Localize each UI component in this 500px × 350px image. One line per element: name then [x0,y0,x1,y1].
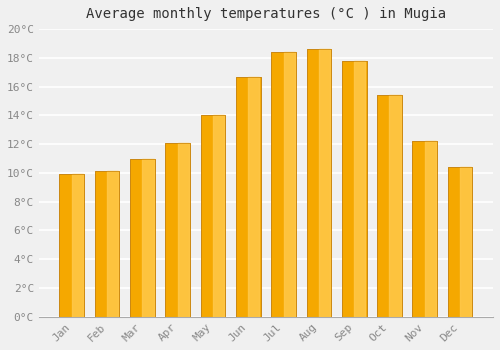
Bar [377,95,402,317]
Bar [271,52,296,317]
Bar [236,77,260,317]
Bar [448,167,472,317]
Bar [390,95,400,317]
Bar [130,159,155,317]
Bar [94,172,120,317]
Bar [354,61,366,317]
Bar [166,143,190,317]
Bar [130,159,155,317]
Bar [342,61,366,317]
Bar [425,141,436,317]
Bar [412,141,437,317]
Bar [306,49,331,317]
Bar [284,52,294,317]
Bar [213,116,224,317]
Bar [107,172,118,317]
Bar [200,116,226,317]
Bar [271,52,296,317]
Bar [60,174,84,317]
Bar [306,49,331,317]
Bar [248,77,260,317]
Title: Average monthly temperatures (°C ) in Mugia: Average monthly temperatures (°C ) in Mu… [86,7,446,21]
Bar [142,159,154,317]
Bar [377,95,402,317]
Bar [460,167,471,317]
Bar [412,141,437,317]
Bar [94,172,120,317]
Bar [166,143,190,317]
Bar [72,174,83,317]
Bar [178,143,189,317]
Bar [60,174,84,317]
Bar [200,116,226,317]
Bar [236,77,260,317]
Bar [448,167,472,317]
Bar [342,61,366,317]
Bar [319,49,330,317]
